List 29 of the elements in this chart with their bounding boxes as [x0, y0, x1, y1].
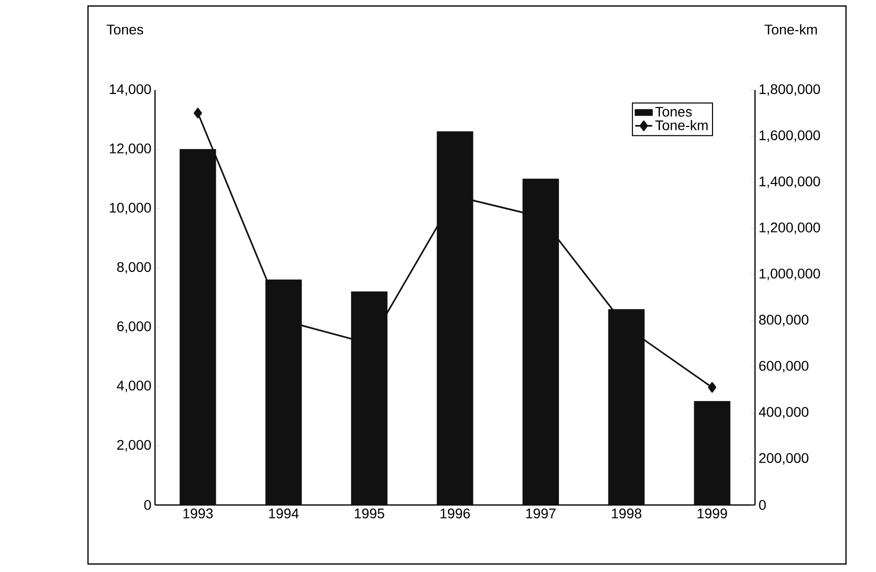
y2-tick-label: 400,000 — [758, 407, 808, 419]
y2-tick-label: 1,400,000 — [760, 176, 820, 188]
x-tick-label: 1994 — [269, 508, 299, 518]
x-tick-label: 1997 — [526, 508, 556, 518]
y2-tick-label: 200,000 — [759, 453, 808, 465]
legend-label: Tones — [655, 106, 692, 117]
y2-tick-label: 800,000 — [759, 314, 808, 326]
y-axis-title: Tones — [106, 24, 144, 34]
x-tick-label: 1998 — [612, 508, 642, 518]
x-tick-label: 1996 — [440, 508, 470, 518]
y-tick-label: 4,000 — [116, 380, 151, 392]
x-tick-label: 1999 — [698, 508, 727, 518]
y-tick-label: 0 — [144, 500, 151, 510]
y2-tick-label: 1,200,000 — [760, 222, 820, 234]
y2-tick-label: 0 — [759, 500, 766, 510]
y2-tick-label: 1,000,000 — [760, 268, 820, 280]
x-tick-label: 1993 — [183, 508, 213, 518]
y-tick-label: 8,000 — [117, 262, 151, 274]
y-tick-label: 14,000 — [110, 84, 151, 96]
x-tick-label: 1995 — [354, 508, 384, 518]
y2-axis-title: Tone-km — [764, 24, 817, 34]
legend-label: Tone-km — [655, 120, 708, 130]
y-tick-label: 6,000 — [117, 321, 151, 333]
y2-tick-label: 600,000 — [759, 360, 808, 372]
y-tick-label: 10,000 — [110, 202, 151, 214]
y2-tick-label: 1,600,000 — [760, 130, 820, 142]
y-tick-label: 12,000 — [110, 144, 151, 156]
y2-tick-label: 1,800,000 — [760, 84, 820, 96]
y-tick-label: 2,000 — [117, 440, 151, 452]
